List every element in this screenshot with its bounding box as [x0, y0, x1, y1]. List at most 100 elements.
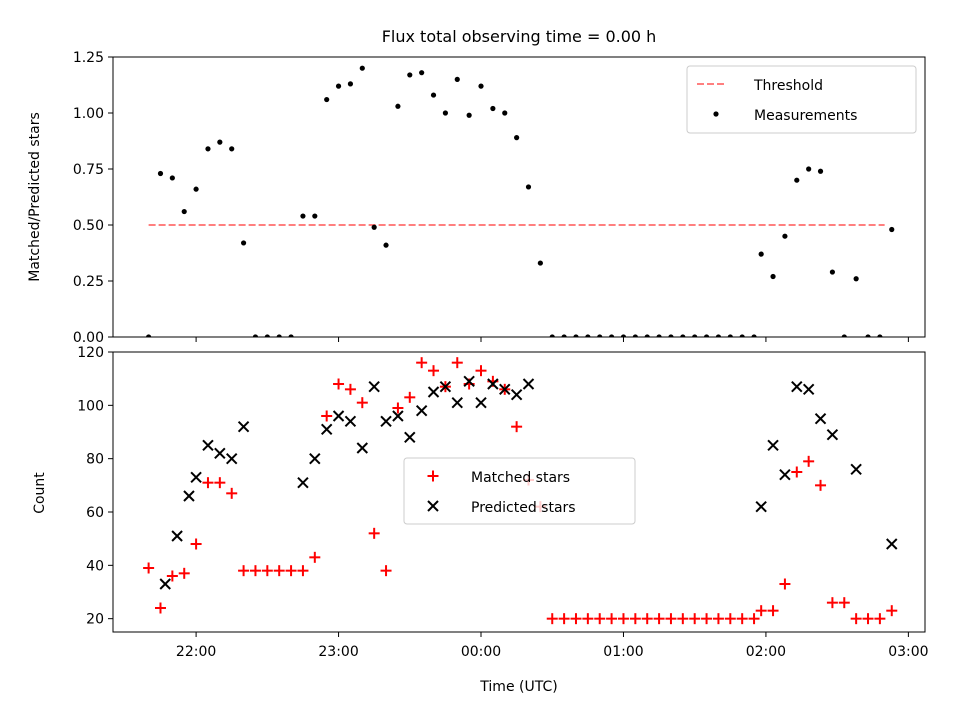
data-point [561, 334, 567, 337]
data-point [356, 442, 369, 454]
data-point [143, 562, 155, 574]
y-tick-label: 0.25 [73, 274, 104, 290]
data-point [644, 334, 650, 337]
data-point [680, 334, 686, 337]
data-point [169, 175, 175, 181]
legend-box [403, 457, 636, 525]
data-point [285, 565, 297, 577]
data-point [181, 208, 187, 215]
data-point [585, 334, 591, 337]
data-point [344, 383, 356, 395]
data-point [442, 110, 448, 116]
data-point [490, 105, 496, 112]
data-point [632, 334, 638, 337]
data-point [656, 334, 662, 337]
data-point [886, 605, 898, 617]
y-tick-label: 60 [86, 505, 104, 521]
data-point [736, 613, 748, 625]
series-measurements [146, 65, 895, 337]
data-point [850, 463, 862, 476]
data-point [814, 412, 827, 425]
data-point [815, 479, 827, 491]
data-point [838, 597, 850, 609]
data-point [205, 146, 211, 152]
data-point [597, 334, 603, 337]
data-point [202, 477, 214, 489]
data-point [395, 103, 401, 109]
data-point [451, 357, 463, 369]
legend-entry-threshold: Threshold [753, 78, 823, 94]
axes-frame [112, 56, 926, 338]
data-point [594, 613, 606, 625]
data-point [214, 447, 226, 460]
legend-predicted-swatch [427, 500, 439, 512]
data-point [226, 452, 238, 465]
data-point [451, 396, 463, 409]
data-point [653, 613, 665, 625]
data-point [739, 334, 745, 337]
data-point [510, 388, 523, 401]
x-axis-label: Time (UTC) [479, 679, 557, 695]
data-point [309, 551, 321, 563]
data-point [226, 487, 238, 499]
data-point [570, 613, 582, 625]
legend-entry-matched: Matched stars [471, 470, 570, 486]
x-tick-label: 02:00 [746, 644, 786, 660]
data-point [454, 76, 460, 82]
data-point [166, 570, 178, 582]
data-point [335, 83, 342, 89]
x-tick-label: 23:00 [318, 644, 358, 660]
data-point [802, 383, 815, 396]
data-point [320, 423, 333, 436]
data-point [715, 334, 722, 337]
data-point [407, 72, 413, 78]
data-point [629, 613, 641, 625]
data-point [606, 613, 618, 625]
data-point [229, 146, 235, 152]
data-point [791, 466, 803, 478]
y-tick-label: 1.25 [73, 50, 104, 66]
data-point [537, 260, 543, 266]
data-point [665, 613, 677, 625]
data-point [183, 490, 195, 502]
series-predicted-stars [159, 375, 898, 590]
data-point [724, 613, 736, 625]
data-point [368, 527, 380, 539]
data-point [427, 386, 440, 398]
data-point [522, 378, 535, 390]
data-point [558, 613, 570, 625]
data-point [193, 186, 199, 192]
data-point [332, 410, 345, 422]
data-point [803, 455, 815, 467]
data-point [767, 605, 779, 617]
data-point [415, 404, 428, 417]
chart-title: Flux total observing time = 0.00 h [382, 27, 657, 46]
data-point [297, 565, 309, 577]
data-point [190, 471, 202, 484]
x-tick-label: 01:00 [603, 644, 643, 660]
data-point [712, 613, 724, 625]
data-point [549, 334, 555, 337]
data-point [850, 613, 862, 625]
data-point [487, 378, 499, 390]
data-point [171, 530, 183, 542]
plot-data-layer [146, 65, 895, 337]
data-point [755, 500, 767, 513]
data-point [333, 378, 345, 390]
data-point [770, 273, 776, 280]
data-point [886, 538, 898, 550]
data-point [475, 396, 487, 409]
data-point [841, 334, 847, 337]
data-point [249, 565, 261, 577]
data-point [430, 92, 437, 98]
data-point [261, 565, 273, 577]
x-tick-label: 00:00 [461, 644, 501, 660]
top-plot-area: 0.00 0.25 0.50 0.75 1.00 1.25 Threshold Measure… [73, 50, 926, 346]
data-point [865, 334, 871, 337]
data-point [238, 565, 250, 577]
data-point [359, 65, 365, 71]
data-point [546, 613, 558, 625]
data-point [344, 415, 357, 428]
data-point [368, 380, 380, 393]
